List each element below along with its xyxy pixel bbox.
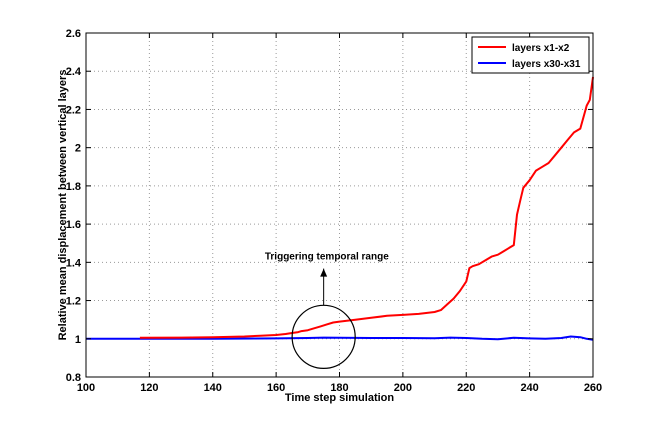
y-tick-labels: 0.8 1 1.2 1.4 1.6 1.8 2 2.2 2.4 2.6 — [66, 28, 82, 384]
x-axis-title: Time step simulation — [285, 392, 394, 404]
y-tick-label: 2.4 — [66, 66, 82, 78]
x-tick-label: 260 — [584, 382, 602, 394]
y-tick-label: 1.4 — [66, 257, 82, 269]
x-tick-label: 240 — [520, 382, 538, 394]
x-tick-label: 200 — [394, 382, 412, 394]
x-tick-label: 100 — [77, 382, 95, 394]
legend: layers x1-x2 layers x30-x31 — [471, 36, 590, 74]
y-tick-label: 1 — [75, 334, 81, 346]
x-tick-label: 120 — [140, 382, 158, 394]
x-tick-label: 180 — [330, 382, 348, 394]
y-tick-label: 2.2 — [66, 104, 81, 116]
y-tick-label: 2.6 — [66, 28, 81, 40]
legend-label-red: layers x1-x2 — [512, 43, 570, 54]
legend-label-blue: layers x30-x31 — [512, 59, 581, 70]
y-tick-label: 0.8 — [66, 372, 81, 384]
y-axis-title: Relative mean displacement between verti… — [57, 70, 69, 341]
x-tick-label: 160 — [267, 382, 285, 394]
y-tick-label: 1.6 — [66, 219, 81, 231]
series-line-x1-x2 — [139, 76, 594, 339]
y-tick-label: 2 — [75, 143, 81, 155]
annotation-label: Triggering temporal range — [265, 252, 389, 263]
tick-layer — [85, 32, 594, 378]
y-tick-label: 1.2 — [66, 296, 81, 308]
x-tick-label: 220 — [457, 382, 475, 394]
annotation-layer: Triggering temporal range — [265, 252, 389, 370]
x-tick-labels: 100 120 140 160 180 200 220 240 260 — [77, 382, 602, 394]
x-tick-label: 140 — [204, 382, 222, 394]
legend-box — [471, 36, 590, 74]
annotation-arrow-head — [320, 268, 328, 277]
y-tick-label: 1.8 — [66, 181, 81, 193]
